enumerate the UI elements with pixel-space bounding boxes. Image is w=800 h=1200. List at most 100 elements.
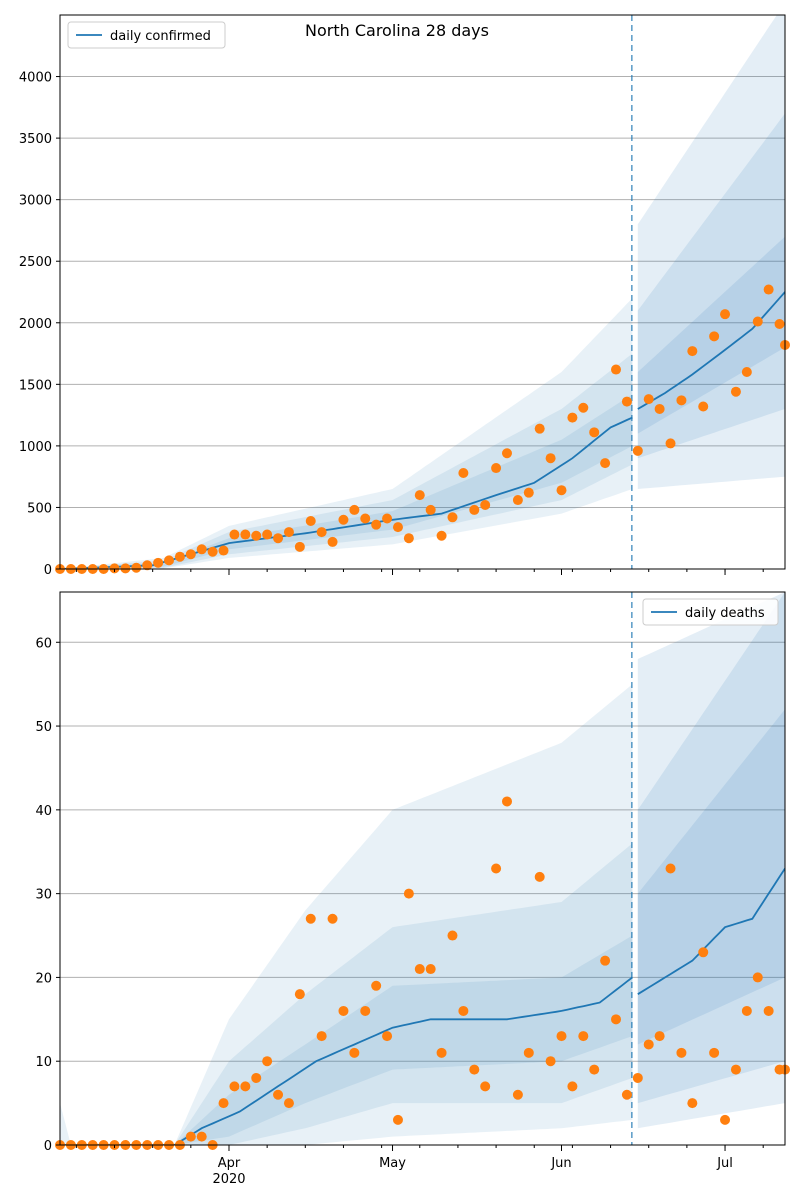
data-point xyxy=(360,513,371,524)
data-point xyxy=(611,1014,622,1025)
series-line xyxy=(60,976,633,1145)
data-point xyxy=(240,1081,251,1092)
confidence-band xyxy=(60,394,633,569)
data-point xyxy=(600,955,611,966)
data-point xyxy=(752,972,763,983)
y-tick-label: 0 xyxy=(44,563,52,578)
data-point xyxy=(207,546,218,557)
data-point xyxy=(262,529,273,540)
data-point xyxy=(741,367,752,378)
data-point xyxy=(382,513,393,524)
data-point xyxy=(218,1098,229,1109)
data-point xyxy=(251,530,262,541)
data-point xyxy=(338,514,349,525)
y-tick-label: 30 xyxy=(35,888,52,903)
data-point xyxy=(709,331,720,342)
data-point xyxy=(371,980,382,991)
data-point xyxy=(621,396,632,407)
y-tick-label: 2000 xyxy=(19,317,52,332)
data-point xyxy=(382,1031,393,1042)
data-point xyxy=(567,412,578,423)
data-point xyxy=(709,1047,720,1058)
data-point xyxy=(665,863,676,874)
y-tick-label: 3500 xyxy=(19,132,52,147)
data-point xyxy=(578,1031,589,1042)
data-point xyxy=(534,423,545,434)
data-point xyxy=(698,947,709,958)
data-point xyxy=(185,1131,196,1142)
y-tick-label: 500 xyxy=(27,501,52,516)
data-point xyxy=(164,555,175,566)
data-point xyxy=(392,1114,403,1125)
data-point xyxy=(589,427,600,438)
data-point xyxy=(621,1089,632,1100)
series-line xyxy=(637,868,785,995)
data-point xyxy=(589,1064,600,1075)
data-point xyxy=(501,796,512,807)
data-point xyxy=(600,458,611,469)
data-point xyxy=(109,563,120,574)
data-point xyxy=(294,989,305,1000)
data-point xyxy=(643,1039,654,1050)
data-point xyxy=(469,504,480,515)
data-point xyxy=(632,1072,643,1083)
y-tick-label: 10 xyxy=(35,1055,52,1070)
data-point xyxy=(316,527,327,538)
confidence-band xyxy=(60,684,633,1145)
legend-box xyxy=(642,598,779,626)
data-point xyxy=(730,386,741,397)
data-point xyxy=(273,1089,284,1100)
data-point xyxy=(512,1089,523,1100)
data-point xyxy=(251,1072,262,1083)
data-point xyxy=(262,1056,273,1067)
data-point xyxy=(556,1031,567,1042)
confidence-band xyxy=(637,592,785,1104)
y-tick-label: 60 xyxy=(35,636,52,651)
data-point xyxy=(611,364,622,375)
x-tick-label: May xyxy=(379,1156,406,1171)
data-point xyxy=(687,346,698,357)
x-tick-label: Apr xyxy=(218,1156,241,1171)
data-point xyxy=(458,467,469,478)
data-point xyxy=(632,445,643,456)
data-point xyxy=(480,499,491,510)
data-point xyxy=(327,913,338,924)
data-point xyxy=(545,1056,556,1067)
data-point xyxy=(687,1098,698,1109)
legend: daily deaths xyxy=(642,598,779,626)
y-tick-label: 2500 xyxy=(19,255,52,270)
data-point xyxy=(403,888,414,899)
confidence-band xyxy=(60,935,633,1145)
data-point xyxy=(153,557,164,568)
data-point xyxy=(447,512,458,523)
confidence-band xyxy=(637,592,785,1129)
data-point xyxy=(523,1047,534,1058)
x-tick-label: Jul xyxy=(716,1156,733,1171)
data-point xyxy=(229,529,240,540)
data-point xyxy=(371,519,382,530)
data-point xyxy=(196,1131,207,1142)
data-point xyxy=(294,541,305,552)
data-point xyxy=(305,515,316,526)
data-point xyxy=(534,871,545,882)
data-point xyxy=(491,863,502,874)
data-point xyxy=(720,1114,731,1125)
data-point xyxy=(305,913,316,924)
data-point xyxy=(349,1047,360,1058)
data-point xyxy=(338,1005,349,1016)
data-point xyxy=(720,309,731,320)
data-point xyxy=(654,403,665,414)
data-point xyxy=(131,562,142,573)
data-point xyxy=(567,1081,578,1092)
data-point xyxy=(283,1098,294,1109)
data-point xyxy=(491,463,502,474)
data-point xyxy=(665,438,676,449)
x-tick-sublabel: 2020 xyxy=(212,1172,245,1187)
y-tick-label: 40 xyxy=(35,804,52,819)
data-point xyxy=(741,1005,752,1016)
data-point xyxy=(458,1005,469,1016)
y-tick-label: 4000 xyxy=(19,71,52,86)
y-tick-label: 50 xyxy=(35,720,52,735)
data-point xyxy=(403,533,414,544)
